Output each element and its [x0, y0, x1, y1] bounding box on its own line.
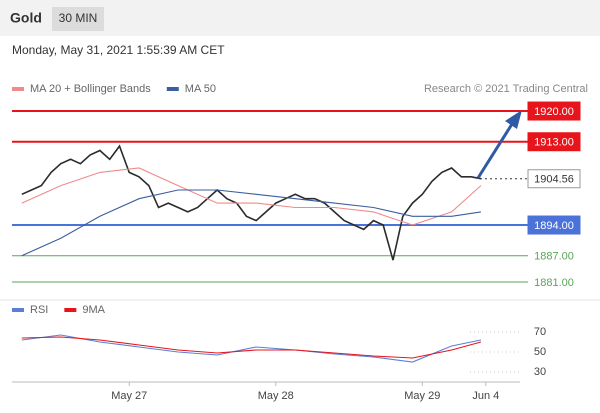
legend-swatch	[12, 308, 24, 312]
level-label-box	[527, 215, 581, 235]
series-line	[21, 336, 482, 359]
legend-swatch	[12, 87, 24, 91]
forecast-arrow-head	[505, 110, 522, 129]
level-label-box	[527, 101, 581, 121]
legend-swatch	[166, 87, 179, 91]
legend-label: MA 20 + Bollinger Bands	[30, 83, 151, 95]
legend-label: RSI	[30, 304, 48, 316]
timestamp: Monday, May 31, 2021 1:55:39 AM CET	[12, 43, 225, 57]
series-line	[21, 334, 482, 363]
y-tick-label: 30	[534, 366, 546, 378]
x-tick-label: May 29	[404, 390, 440, 402]
legend-label: MA 50	[185, 83, 216, 95]
level-label: 1881.00	[534, 277, 574, 289]
y-tick-label: 50	[534, 346, 546, 358]
symbol: Gold	[10, 10, 42, 26]
y-tick-label: 70	[534, 326, 546, 338]
level-label-box	[528, 273, 580, 292]
legend-label: 9MA	[82, 304, 105, 316]
level-label: 1913.00	[534, 137, 574, 149]
level-label: 1920.00	[534, 106, 574, 118]
level-label: 1904.56	[534, 174, 574, 186]
series-line	[21, 189, 481, 257]
series-line	[21, 167, 482, 226]
x-tick-label: Jun 4	[472, 390, 499, 402]
level-label-box	[528, 246, 580, 265]
level-label-box	[527, 132, 581, 152]
interval-box[interactable]	[52, 7, 104, 31]
x-tick-label: May 27	[111, 390, 147, 402]
forecast-arrow	[476, 123, 514, 179]
legend-swatch	[64, 308, 77, 312]
x-tick-label: May 28	[258, 390, 294, 402]
level-label: 1887.00	[534, 251, 574, 263]
level-label: 1894.00	[534, 220, 574, 232]
level-label-box	[527, 169, 581, 189]
credit: Research © 2021 Trading Central	[424, 83, 588, 95]
interval[interactable]: 30 MIN	[59, 11, 98, 25]
